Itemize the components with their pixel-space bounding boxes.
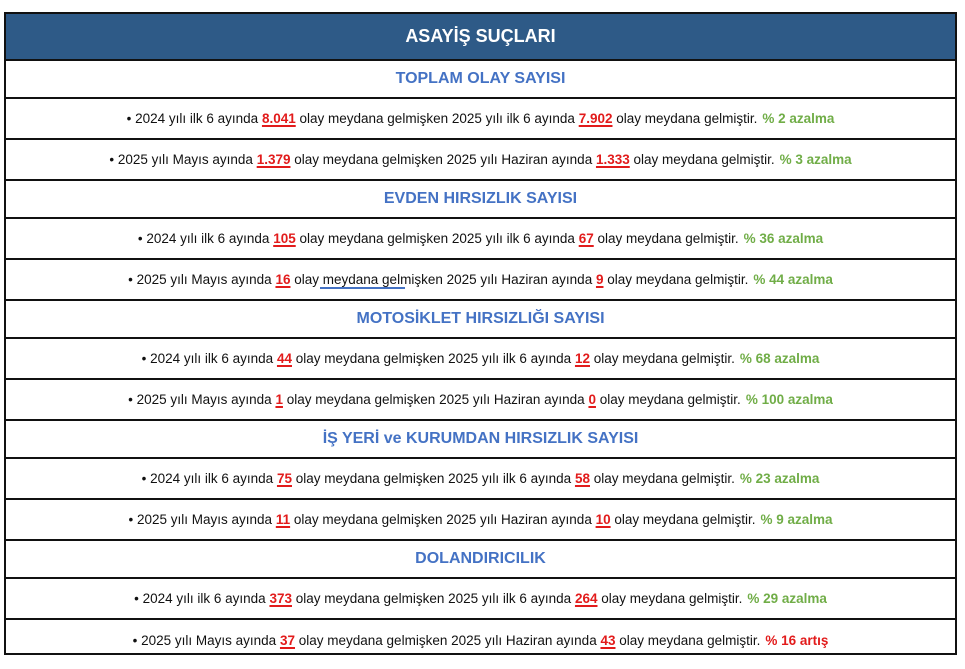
- period-a-label: 2025 yılı Mayıs ayında: [141, 633, 277, 648]
- period-b-label: 2025 yılı Haziran ayında: [451, 633, 597, 648]
- change-badge: % 23 azalma: [739, 471, 820, 486]
- count-a: 8.041: [261, 111, 296, 126]
- stat-row: • 2024 yılı ilk 6 ayında 75 olay meydana…: [6, 459, 955, 500]
- stat-row: • 2024 yılı ilk 6 ayında 105 olay meydan…: [6, 219, 955, 260]
- count-a: 1: [275, 392, 283, 407]
- bullet: •: [128, 272, 133, 287]
- period-a-label: 2025 yılı Mayıs ayında: [136, 272, 272, 287]
- period-b-label: 2025 yılı Haziran ayında: [446, 272, 593, 287]
- stat-row: • 2025 yılı Mayıs ayında 1 olay meydana …: [6, 380, 955, 421]
- count-b: 9: [595, 272, 604, 287]
- end-text: olay meydana gelmiştir.: [593, 351, 735, 366]
- mid-text: olay meydana gelmişken: [295, 471, 445, 486]
- period-a-label: 2024 yılı ilk 6 ayında: [150, 351, 274, 366]
- period-b-label: 2025 yılı Haziran ayında: [446, 152, 593, 167]
- count-a: 44: [276, 351, 292, 366]
- end-text: olay meydana gelmiştir.: [614, 512, 756, 527]
- section-heading-motorcycle-theft: MOTOSİKLET HIRSIZLIĞI SAYISI: [6, 301, 955, 339]
- change-badge: % 36 azalma: [743, 231, 824, 246]
- period-b-label: 2025 yılı ilk 6 ayında: [451, 111, 575, 126]
- count-a: 75: [276, 471, 292, 486]
- bullet: •: [132, 633, 138, 648]
- mid-text: olay meydana gelmişken: [299, 231, 449, 246]
- bullet: •: [128, 392, 133, 407]
- change-badge: % 3 azalma: [779, 152, 852, 167]
- mid-text: olay meydana gelmişken: [286, 392, 436, 407]
- bullet: •: [109, 152, 115, 167]
- count-b: 10: [595, 512, 611, 527]
- mid-text: olay meydana gelmişken: [294, 152, 443, 167]
- count-b: 67: [578, 231, 594, 246]
- period-b-label: 2025 yılı ilk 6 ayında: [448, 471, 572, 486]
- stat-row: • 2024 yılı ilk 6 ayında 8.041 olay meyd…: [6, 99, 955, 140]
- mid-text: olay meydana gelmişken: [298, 633, 448, 648]
- period-b-label: 2025 yılı Haziran ayında: [446, 512, 592, 527]
- change-badge: % 100 azalma: [745, 392, 833, 407]
- period-b-label: 2025 yılı ilk 6 ayında: [448, 351, 572, 366]
- period-a-label: 2024 yılı ilk 6 ayında: [150, 471, 274, 486]
- bullet: •: [141, 351, 147, 366]
- change-badge: % 16 artış: [765, 633, 829, 648]
- count-b: 0: [588, 392, 596, 407]
- mid-text: olay meydana gelmişken: [295, 351, 445, 366]
- end-text: olay meydana gelmiştir.: [597, 231, 739, 246]
- end-text: olay meydana gelmiştir.: [593, 471, 735, 486]
- section-heading-total-incidents: TOPLAM OLAY SAYISI: [6, 61, 955, 99]
- mid-text: olay meydana gelmişken: [299, 111, 449, 126]
- mid-text: olay meydana gelmişken: [295, 591, 445, 606]
- end-text: olay meydana gelmiştir.: [601, 591, 743, 606]
- section-heading-home-burglary: EVDEN HIRSIZLIK SAYISI: [6, 181, 955, 219]
- count-b: 7.902: [578, 111, 613, 126]
- bullet: •: [137, 231, 143, 246]
- count-a: 1.379: [256, 152, 291, 167]
- stat-row: • 2024 yılı ilk 6 ayında 44 olay meydana…: [6, 339, 955, 380]
- mid-text: olay meydana gelmişken: [294, 272, 443, 287]
- period-a-label: 2025 yılı Mayıs ayında: [136, 392, 272, 407]
- count-b: 1.333: [595, 152, 630, 167]
- period-b-label: 2025 yılı Haziran ayında: [439, 392, 585, 407]
- change-badge: % 2 azalma: [762, 111, 835, 126]
- change-badge: % 9 azalma: [760, 512, 833, 527]
- period-b-label: 2025 yılı ilk 6 ayında: [451, 231, 575, 246]
- period-a-label: 2024 yılı ilk 6 ayında: [142, 591, 266, 606]
- count-a: 16: [275, 272, 291, 287]
- count-a: 11: [275, 512, 291, 527]
- end-text: olay meydana gelmiştir.: [607, 272, 749, 287]
- stat-row: • 2025 yılı Mayıs ayında 11 olay meydana…: [6, 500, 955, 541]
- count-b: 264: [574, 591, 598, 606]
- decorative-underline: [320, 287, 405, 289]
- count-b: 12: [574, 351, 590, 366]
- crime-stats-table: ASAYİŞ SUÇLARI TOPLAM OLAY SAYISI • 2024…: [4, 12, 957, 655]
- section-heading-workplace-theft: İŞ YERİ ve KURUMDAN HIRSIZLIK SAYISI: [6, 421, 955, 459]
- count-a: 373: [269, 591, 292, 606]
- mid-text: olay meydana gelmişken: [293, 512, 443, 527]
- bullet: •: [126, 111, 132, 126]
- count-b: 58: [574, 471, 590, 486]
- change-badge: % 68 azalma: [739, 351, 820, 366]
- period-a-label: 2024 yılı ilk 6 ayında: [146, 231, 270, 246]
- end-text: olay meydana gelmiştir.: [599, 392, 741, 407]
- period-b-label: 2025 yılı ilk 6 ayında: [448, 591, 572, 606]
- period-a-label: 2024 yılı ilk 6 ayında: [135, 111, 259, 126]
- change-badge: % 29 azalma: [747, 591, 827, 606]
- end-text: olay meydana gelmiştir.: [616, 111, 758, 126]
- period-a-label: 2025 yılı Mayıs ayında: [136, 512, 273, 527]
- end-text: olay meydana gelmiştir.: [633, 152, 775, 167]
- bullet: •: [134, 591, 139, 606]
- bullet: •: [141, 471, 147, 486]
- count-a: 37: [279, 633, 295, 648]
- stat-row: • 2025 yılı Mayıs ayında 1.379 olay meyd…: [6, 140, 955, 181]
- stat-row: • 2025 yılı Mayıs ayında 37 olay meydana…: [6, 620, 955, 661]
- end-text: olay meydana gelmiştir.: [619, 633, 761, 648]
- count-a: 105: [273, 231, 296, 246]
- count-b: 43: [600, 633, 616, 648]
- bullet: •: [128, 512, 134, 527]
- section-heading-fraud: DOLANDIRICILIK: [6, 541, 955, 579]
- change-badge: % 44 azalma: [753, 272, 833, 287]
- table-title: ASAYİŞ SUÇLARI: [6, 14, 955, 61]
- stat-row: • 2024 yılı ilk 6 ayında 373 olay meydan…: [6, 579, 955, 620]
- stat-row: • 2025 yılı Mayıs ayında 16 olay meydana…: [6, 260, 955, 301]
- period-a-label: 2025 yılı Mayıs ayında: [117, 152, 253, 167]
